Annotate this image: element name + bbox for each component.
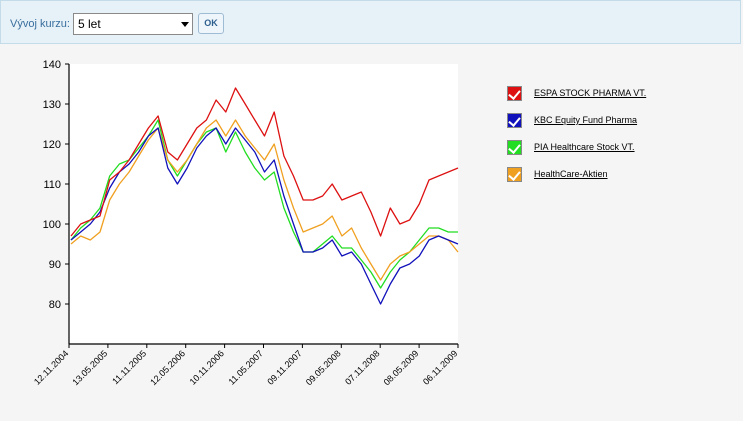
x-tick-label: 08.05.2009: [382, 348, 421, 387]
x-tick-label: 09.11.2007: [265, 348, 303, 386]
x-tick-label: 11.05.2007: [226, 348, 264, 386]
legend-label[interactable]: PIA Healthcare Stock VT.: [534, 142, 635, 152]
y-tick-label: 120: [43, 139, 61, 151]
series-line: [70, 127, 459, 305]
legend-item-espa[interactable]: ESPA STOCK PHARMA VT.: [507, 86, 707, 102]
legend-label[interactable]: HealthCare-Aktien: [534, 169, 608, 179]
x-tick-label: 07.11.2008: [343, 348, 381, 386]
series-line: [70, 119, 458, 289]
checkbox-icon[interactable]: [507, 140, 522, 155]
chart-series: [70, 87, 459, 305]
period-select[interactable]: 5 let: [73, 13, 193, 35]
legend-item-kbc[interactable]: KBC Equity Fund Pharma: [507, 113, 707, 129]
period-label: Vývoj kurzu:: [10, 18, 70, 30]
legend-item-pia[interactable]: PIA Healthcare Stock VT.: [507, 140, 707, 156]
chevron-down-icon[interactable]: [181, 22, 189, 27]
x-tick-label: 10.11.2006: [188, 348, 226, 386]
y-tick-label: 110: [43, 179, 61, 191]
checkbox-icon[interactable]: [507, 113, 522, 128]
checkbox-icon[interactable]: [507, 167, 522, 182]
toolbar: Vývoj kurzu: 5 let OK: [0, 0, 741, 44]
y-tick-label: 80: [49, 299, 61, 311]
ok-button[interactable]: OK: [198, 13, 224, 34]
x-tick-label: 13.05.2005: [70, 348, 109, 387]
y-tick-label: 100: [43, 219, 61, 231]
x-tick-label: 11.11.2005: [110, 348, 148, 386]
legend-label[interactable]: ESPA STOCK PHARMA VT.: [534, 88, 647, 98]
y-tick-label: 130: [43, 99, 61, 111]
series-line: [70, 87, 459, 237]
x-tick-label: 12.11.2004: [32, 348, 70, 386]
y-tick-label: 90: [49, 259, 61, 271]
period-select-value: 5 let: [78, 17, 101, 31]
x-tick-label: 12.05.2006: [148, 348, 187, 387]
y-tick-label: 140: [43, 59, 61, 71]
plot-area: [69, 64, 458, 344]
x-tick-label: 09.05.2008: [304, 348, 343, 387]
series-line: [70, 119, 459, 281]
x-tick-label: 06.11.2009: [421, 348, 459, 386]
legend-label[interactable]: KBC Equity Fund Pharma: [534, 115, 638, 125]
checkbox-icon[interactable]: [507, 86, 522, 101]
legend-item-healthcare[interactable]: HealthCare-Aktien: [507, 167, 707, 183]
